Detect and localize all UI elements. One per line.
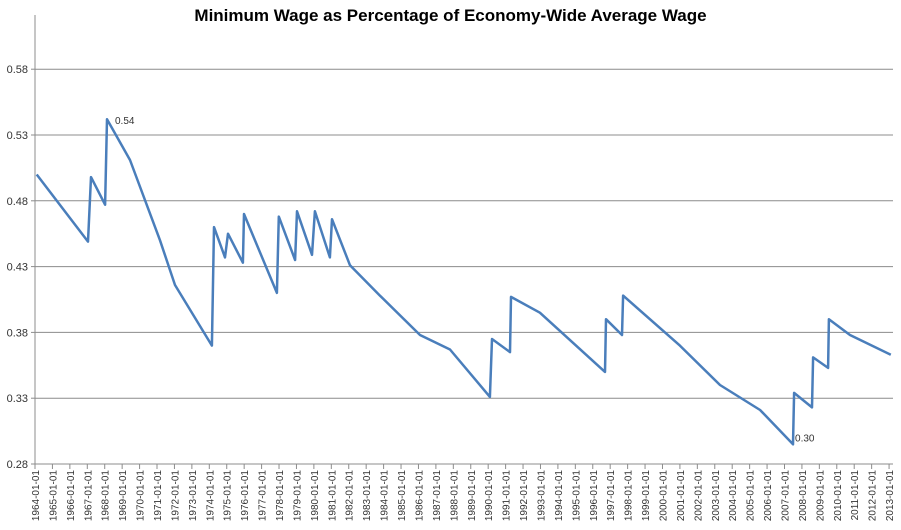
x-tick-label: 1982-01-01 [345, 470, 356, 522]
x-tick-label: 1974-01-01 [205, 470, 216, 522]
x-tick-label: 1990-01-01 [484, 470, 495, 522]
x-tick-label: 1968-01-01 [101, 470, 112, 522]
x-tick-label: 1966-01-01 [66, 470, 77, 522]
x-tick-label: 1979-01-01 [292, 470, 303, 522]
x-tick-label: 2000-01-01 [658, 470, 669, 522]
x-tick-label: 2011-01-01 [850, 470, 861, 521]
x-tick-label: 1991-01-01 [502, 470, 513, 522]
x-tick-label: 2002-01-01 [693, 470, 704, 522]
x-tick-label: 1984-01-01 [380, 470, 391, 522]
x-tick-label: 1980-01-01 [310, 470, 321, 522]
x-tick-label: 1993-01-01 [536, 470, 547, 522]
y-tick-label: 0.28 [7, 459, 28, 471]
x-tick-label: 2008-01-01 [798, 470, 809, 522]
x-tick-label: 1999-01-01 [641, 470, 652, 522]
x-tick-label: 1992-01-01 [519, 470, 530, 522]
x-tick-label: 1967-01-01 [83, 470, 94, 522]
y-tick-label: 0.53 [7, 130, 28, 142]
x-tick-label: 1998-01-01 [624, 470, 635, 522]
y-tick-label: 0.33 [7, 393, 28, 405]
x-tick-label: 1973-01-01 [188, 470, 199, 522]
x-tick-label: 2012-01-01 [868, 470, 879, 522]
chart-title: Minimum Wage as Percentage of Economy-Wi… [194, 6, 707, 25]
x-tick-label: 1970-01-01 [136, 470, 147, 522]
x-tick-label: 2004-01-01 [728, 470, 739, 522]
data-label: 0.30 [795, 433, 815, 444]
data-label: 0.54 [115, 116, 135, 127]
x-tick-label: 1975-01-01 [223, 470, 234, 522]
x-tick-label: 1995-01-01 [571, 470, 582, 522]
x-tick-label: 1983-01-01 [362, 470, 373, 522]
x-tick-label: 1964-01-01 [31, 470, 42, 522]
x-tick-label: 2003-01-01 [711, 470, 722, 522]
x-tick-label: 1978-01-01 [275, 470, 286, 522]
x-tick-label: 1989-01-01 [467, 470, 478, 522]
x-tick-label: 1981-01-01 [327, 470, 338, 522]
x-tick-label: 1965-01-01 [48, 470, 59, 522]
x-tick-label: 1994-01-01 [554, 470, 565, 522]
x-tick-label: 1969-01-01 [118, 470, 129, 522]
x-tick-label: 1987-01-01 [432, 470, 443, 522]
x-tick-label: 1971-01-01 [153, 470, 164, 522]
y-tick-label: 0.43 [7, 262, 28, 274]
x-tick-label: 2009-01-01 [815, 470, 826, 522]
x-tick-label: 1996-01-01 [589, 470, 600, 522]
x-tick-label: 1997-01-01 [606, 470, 617, 522]
y-tick-label: 0.38 [7, 327, 28, 339]
x-tick-label: 1986-01-01 [414, 470, 425, 522]
x-tick-label: 1985-01-01 [397, 470, 408, 522]
y-tick-label: 0.48 [7, 196, 28, 208]
x-tick-label: 2001-01-01 [676, 470, 687, 522]
x-tick-label: 2006-01-01 [763, 470, 774, 522]
x-tick-label: 2007-01-01 [780, 470, 791, 522]
x-tick-label: 1972-01-01 [170, 470, 181, 522]
x-tick-label: 2013-01-01 [885, 470, 896, 522]
x-tick-label: 2005-01-01 [746, 470, 757, 522]
x-tick-label: 1977-01-01 [258, 470, 269, 522]
x-tick-label: 1988-01-01 [449, 470, 460, 522]
x-tick-label: 1976-01-01 [240, 470, 251, 522]
y-tick-label: 0.58 [7, 64, 28, 76]
series-line [35, 117, 892, 446]
x-tick-label: 2010-01-01 [833, 470, 844, 522]
